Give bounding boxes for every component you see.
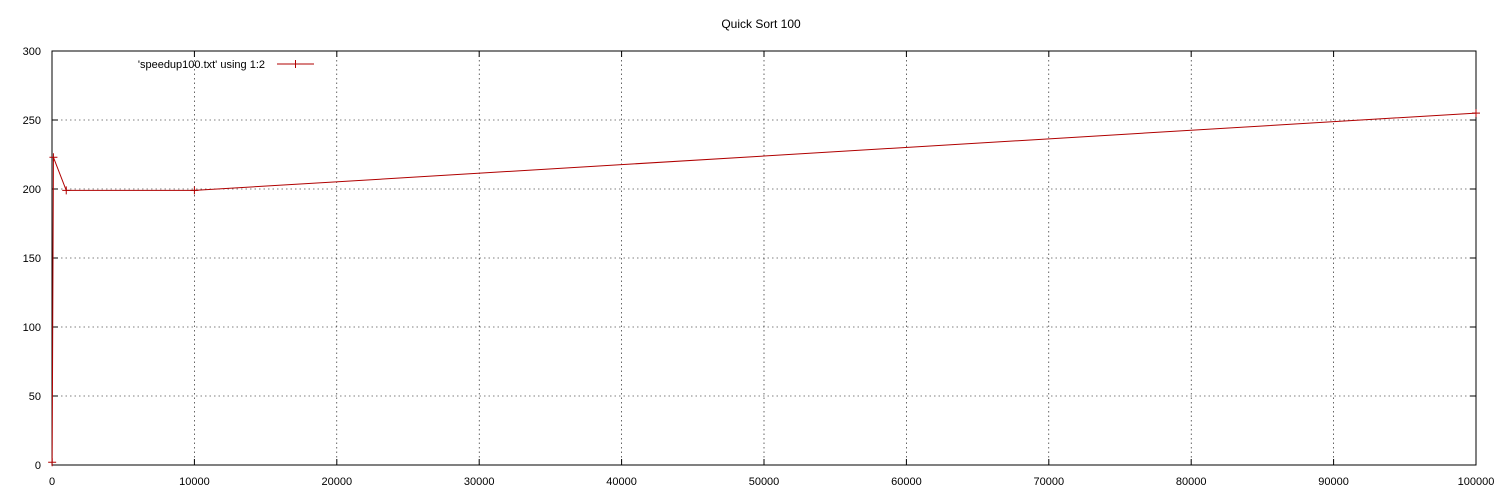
x-tick-label: 80000 [1176, 476, 1207, 488]
x-tick-label: 60000 [891, 476, 922, 488]
data-point [48, 458, 57, 467]
grid [52, 51, 1476, 465]
y-tick-label: 100 [23, 322, 41, 334]
data-point [190, 186, 199, 195]
series-line [51, 112, 1477, 463]
x-tick-label: 50000 [749, 476, 780, 488]
x-tick-label: 30000 [464, 476, 495, 488]
x-tick-label: 20000 [322, 476, 353, 488]
y-tick-label: 200 [23, 184, 41, 196]
chart-title: Quick Sort 100 [721, 17, 801, 31]
series-group [48, 109, 1480, 467]
data-point [49, 153, 58, 162]
legend-label: 'speedup100.txt' using 1:2 [138, 59, 265, 71]
x-tick-labels: 0 10000 20000 30000 40000 50000 60000 70000 8000… [49, 476, 1494, 488]
data-point [62, 186, 71, 195]
data-point [1472, 109, 1480, 118]
x-tick-label: 10000 [179, 476, 210, 488]
x-tick-label: 70000 [1034, 476, 1065, 488]
x-tick-label: 90000 [1318, 476, 1349, 488]
plot-frame [51, 50, 1477, 466]
y-tick-label: 150 [23, 253, 41, 265]
x-tick-label: 40000 [606, 476, 637, 488]
x-tick-label: 100000 [1458, 476, 1495, 488]
x-tick-label: 0 [49, 476, 55, 488]
y-tick-label: 300 [23, 46, 41, 58]
y-tick-labels: 0 50 100 150 200 250 300 [23, 46, 41, 472]
y-tick-label: 50 [29, 391, 41, 403]
legend: 'speedup100.txt' using 1:2 [138, 59, 314, 71]
y-tick-label: 0 [35, 460, 41, 472]
y-tick-label: 250 [23, 115, 41, 127]
